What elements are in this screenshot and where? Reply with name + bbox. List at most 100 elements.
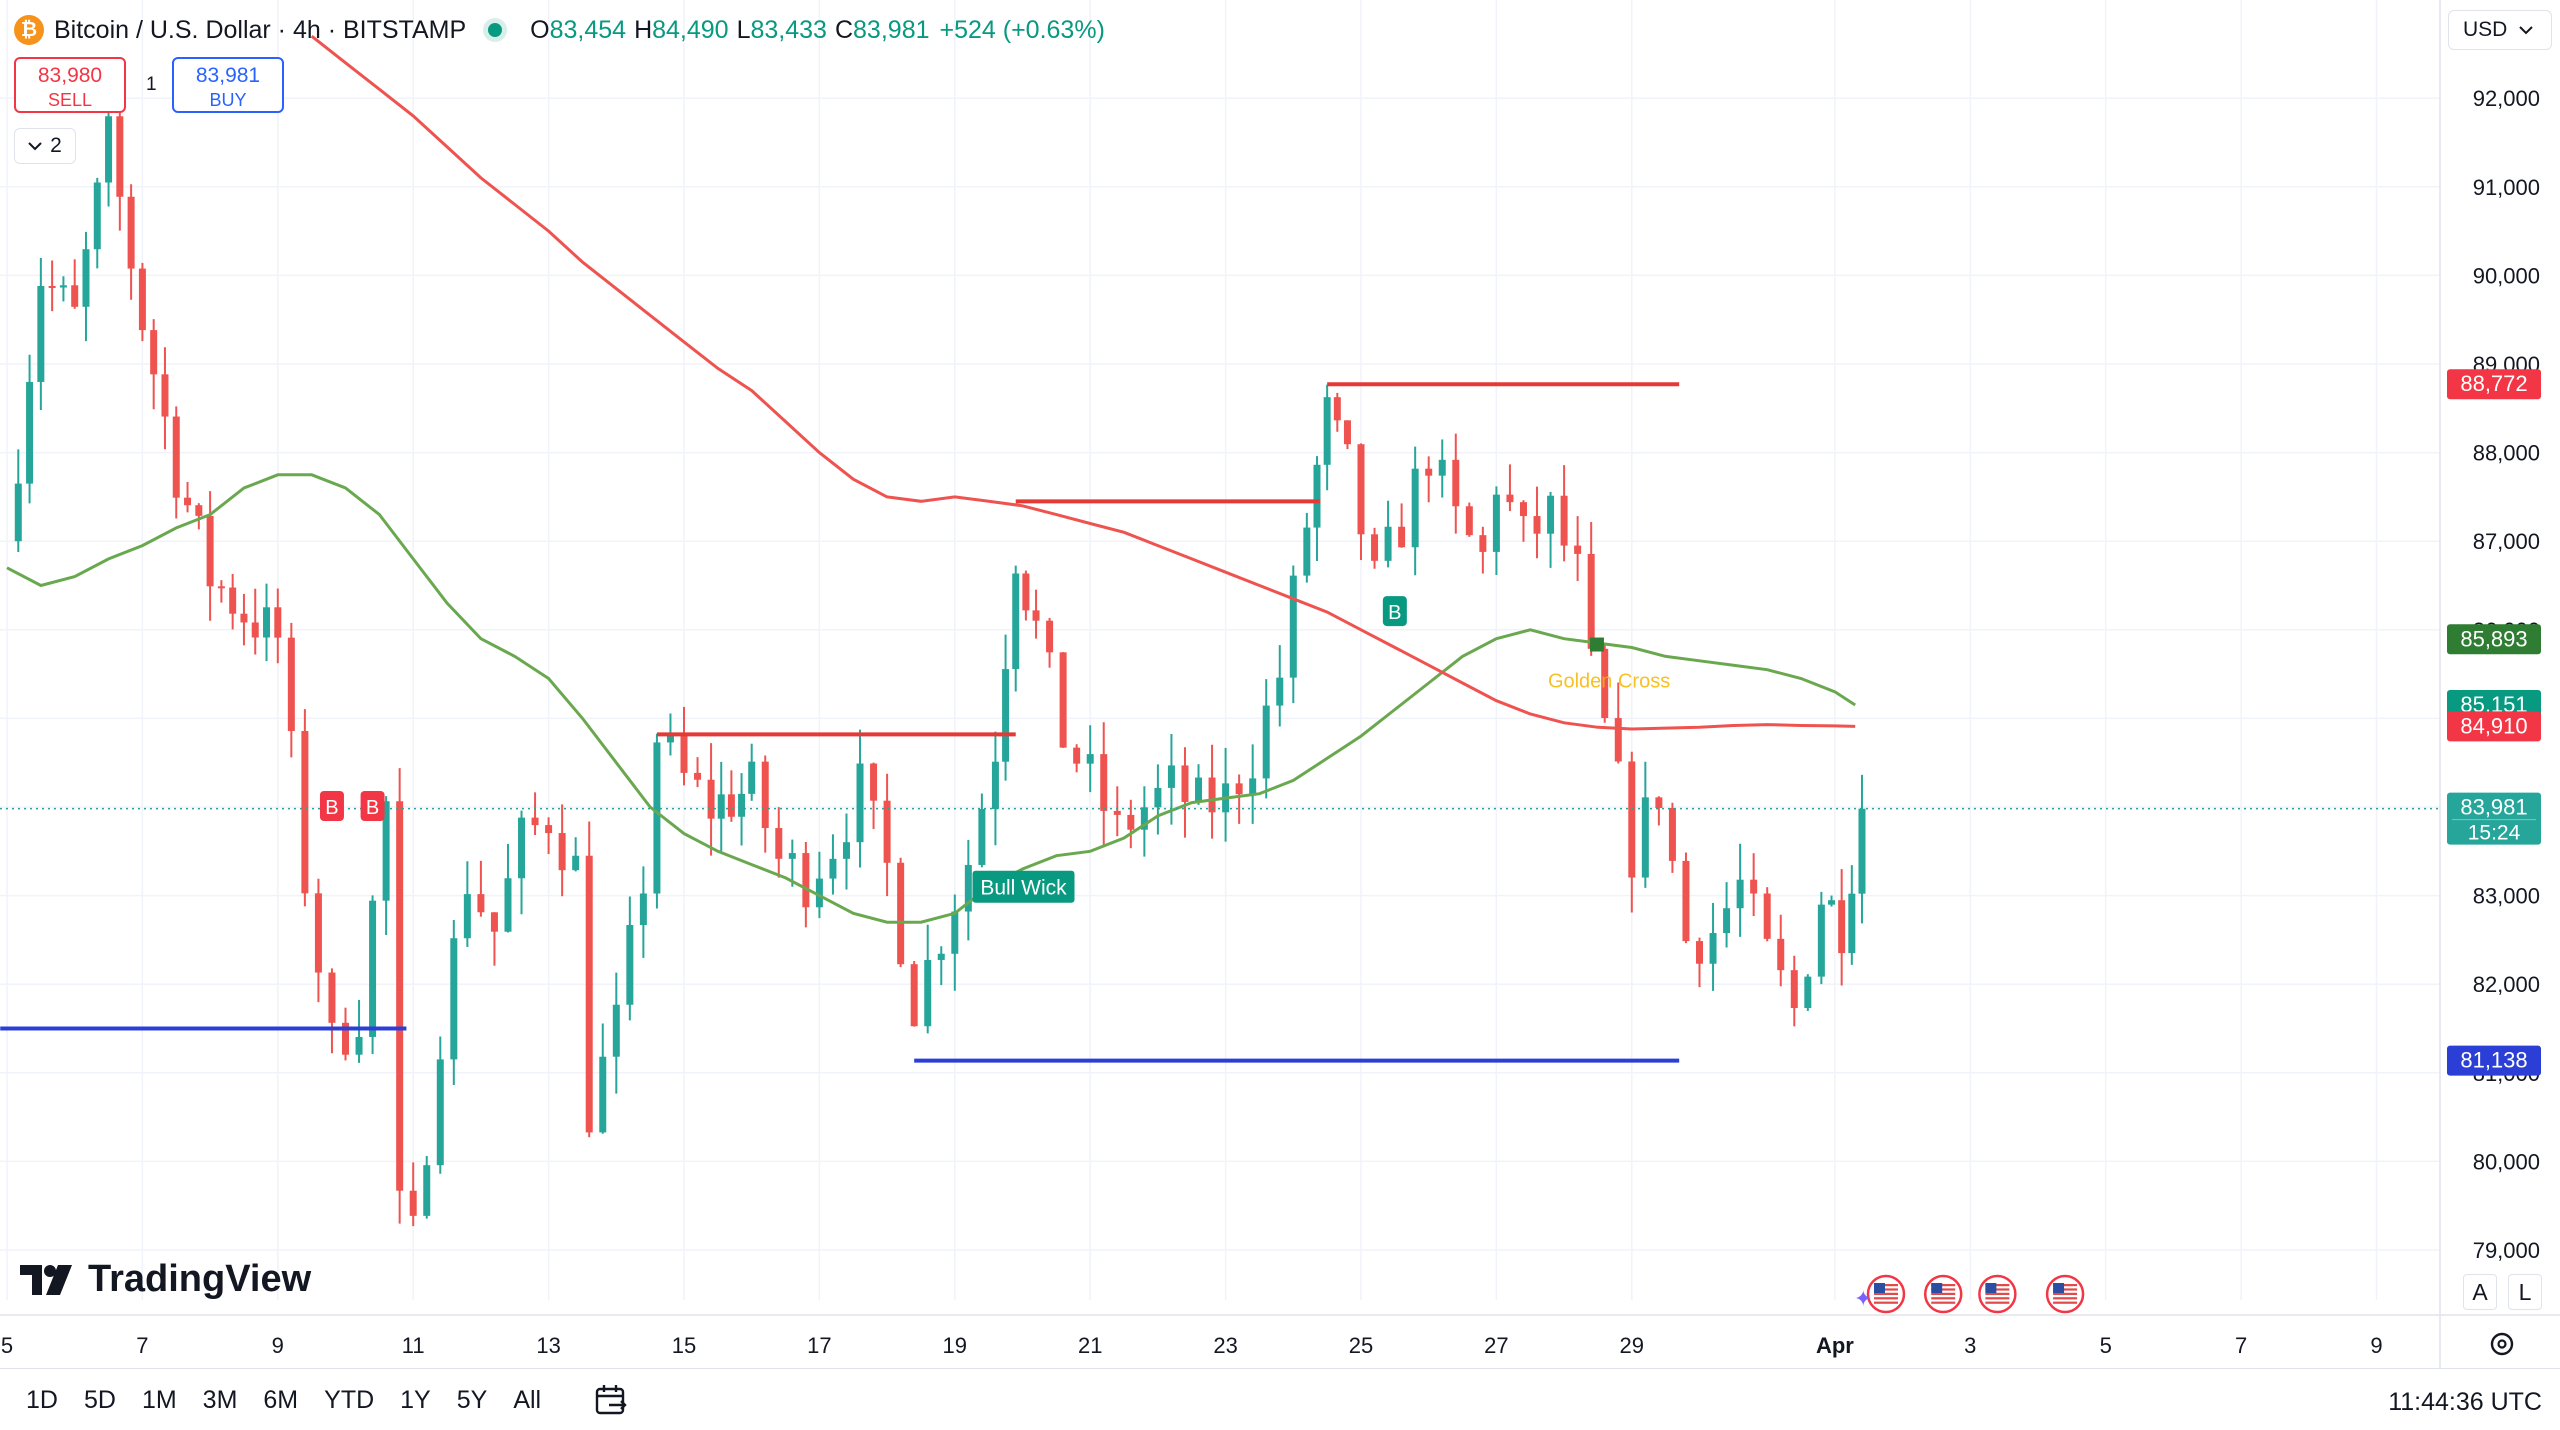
us-flag-icon[interactable] <box>1923 1274 1963 1314</box>
candle-body <box>856 763 864 843</box>
candle-body <box>1059 652 1067 748</box>
x-tick-label: 23 <box>1213 1333 1237 1358</box>
candle-down <box>1574 516 1582 581</box>
candle-body <box>991 761 999 809</box>
candle-body <box>1289 575 1297 678</box>
candle-up <box>951 894 959 991</box>
signal-marker: B <box>360 791 385 821</box>
candle-down <box>138 262 146 342</box>
range-5y[interactable]: 5Y <box>456 1385 488 1414</box>
candle-body <box>680 734 688 773</box>
auto-scale-button[interactable]: A <box>2463 1274 2497 1310</box>
candle-body <box>450 938 458 1060</box>
candles <box>14 82 1866 1227</box>
low-label: L <box>736 15 751 44</box>
candle-up <box>639 866 647 958</box>
high-value: 84,490 <box>652 15 729 44</box>
candle-up <box>1804 974 1812 1011</box>
y-tick-label: 87,000 <box>2473 529 2540 554</box>
candle-down <box>127 184 135 300</box>
candle-body <box>1195 777 1203 802</box>
candle-body <box>1560 495 1568 546</box>
price-label-text: 81,138 <box>2460 1048 2527 1073</box>
bitcoin-logo-icon: ₿ <box>14 15 44 45</box>
candle-body <box>93 182 101 250</box>
flag-stripe <box>1931 1284 1956 1287</box>
range-3m[interactable]: 3M <box>202 1385 238 1414</box>
log-scale-button[interactable]: L <box>2508 1274 2542 1310</box>
buy-label: BUY <box>209 90 247 110</box>
candle-up <box>382 796 390 935</box>
candle-down <box>1059 652 1067 748</box>
indicators-toggle-button[interactable]: 2 <box>14 128 76 164</box>
range-5d[interactable]: 5D <box>83 1385 116 1414</box>
signal-label: Bull Wick <box>980 877 1067 900</box>
us-flag-icon[interactable] <box>1978 1274 2017 1314</box>
symbol-legend: ₿ Bitcoin / U.S. Dollar · 4h · BITSTAMP … <box>14 10 1105 50</box>
range-ytd[interactable]: YTD <box>324 1385 375 1414</box>
candle-body <box>883 800 891 863</box>
sell-button[interactable]: 83,980 SELL <box>14 57 126 113</box>
range-1d[interactable]: 1D <box>26 1385 58 1414</box>
candle-up <box>964 839 972 941</box>
candle-body <box>1333 397 1341 421</box>
chart-settings-icon[interactable] <box>2490 1332 2514 1356</box>
range-1y[interactable]: 1Y <box>400 1385 431 1414</box>
signal-marker: Bull Wick <box>972 870 1075 903</box>
candle-down <box>1343 420 1351 450</box>
price-label-box <box>2447 1045 2541 1076</box>
candle-body <box>1492 494 1500 552</box>
x-tick-label: 7 <box>136 1333 148 1358</box>
candle-up <box>1303 512 1311 583</box>
candle-down <box>870 762 878 830</box>
candle-body <box>897 862 905 965</box>
candle-body <box>1086 754 1094 764</box>
candle-up <box>924 924 932 1034</box>
candle-body <box>1655 797 1663 808</box>
range-all[interactable]: All <box>513 1385 542 1414</box>
candle-up <box>937 946 945 986</box>
candle-down <box>694 757 702 788</box>
currency-select[interactable]: USD <box>2448 10 2552 50</box>
buy-button[interactable]: 83,981 BUY <box>172 57 284 113</box>
candle-up <box>1262 679 1270 799</box>
candle-down <box>1763 887 1771 942</box>
candle-down <box>1425 456 1433 503</box>
candle-body <box>263 607 271 638</box>
us-flag-icon[interactable] <box>2045 1274 2085 1314</box>
candle-body <box>1668 807 1676 861</box>
candle-body <box>707 779 715 819</box>
candle-down <box>1046 617 1054 668</box>
candle-down <box>1560 465 1568 562</box>
candle-body <box>1140 807 1148 830</box>
sell-price: 83,980 <box>37 64 103 87</box>
calendar-goto-icon[interactable] <box>593 1383 629 1417</box>
signal-badge <box>972 870 1075 903</box>
candle-body <box>815 878 823 908</box>
order-quantity[interactable]: 1 <box>146 74 157 95</box>
candle-up <box>815 851 823 919</box>
range-1m[interactable]: 1M <box>141 1385 177 1414</box>
price-axis-label: 85,893 <box>2447 624 2541 655</box>
x-tick-label: 7 <box>2235 1333 2247 1358</box>
signal-badge <box>1382 596 1407 627</box>
range-6m[interactable]: 6M <box>263 1385 299 1414</box>
us-flag-icon[interactable] <box>1866 1274 1906 1314</box>
price-axis-label: 84,910 <box>2447 711 2541 742</box>
candle-body <box>829 858 837 879</box>
candle-body <box>48 285 56 288</box>
candle-down <box>274 588 282 664</box>
y-tick-label: 88,000 <box>2473 441 2540 466</box>
candle-body <box>1181 765 1189 802</box>
utc-clock[interactable]: 11:44:36 UTC <box>2388 1388 2542 1416</box>
candle-body <box>1100 754 1108 811</box>
candle-body <box>1587 553 1595 649</box>
symbol-title[interactable]: Bitcoin / U.S. Dollar · 4h · BITSTAMP <box>54 15 467 44</box>
candle-up <box>829 834 837 895</box>
signal-marker: B <box>319 791 344 821</box>
candle-down <box>206 491 214 621</box>
tradingview-logo[interactable]: TradingView <box>20 1258 311 1301</box>
x-tick-label: 9 <box>272 1333 284 1358</box>
candle-body <box>1736 879 1744 909</box>
